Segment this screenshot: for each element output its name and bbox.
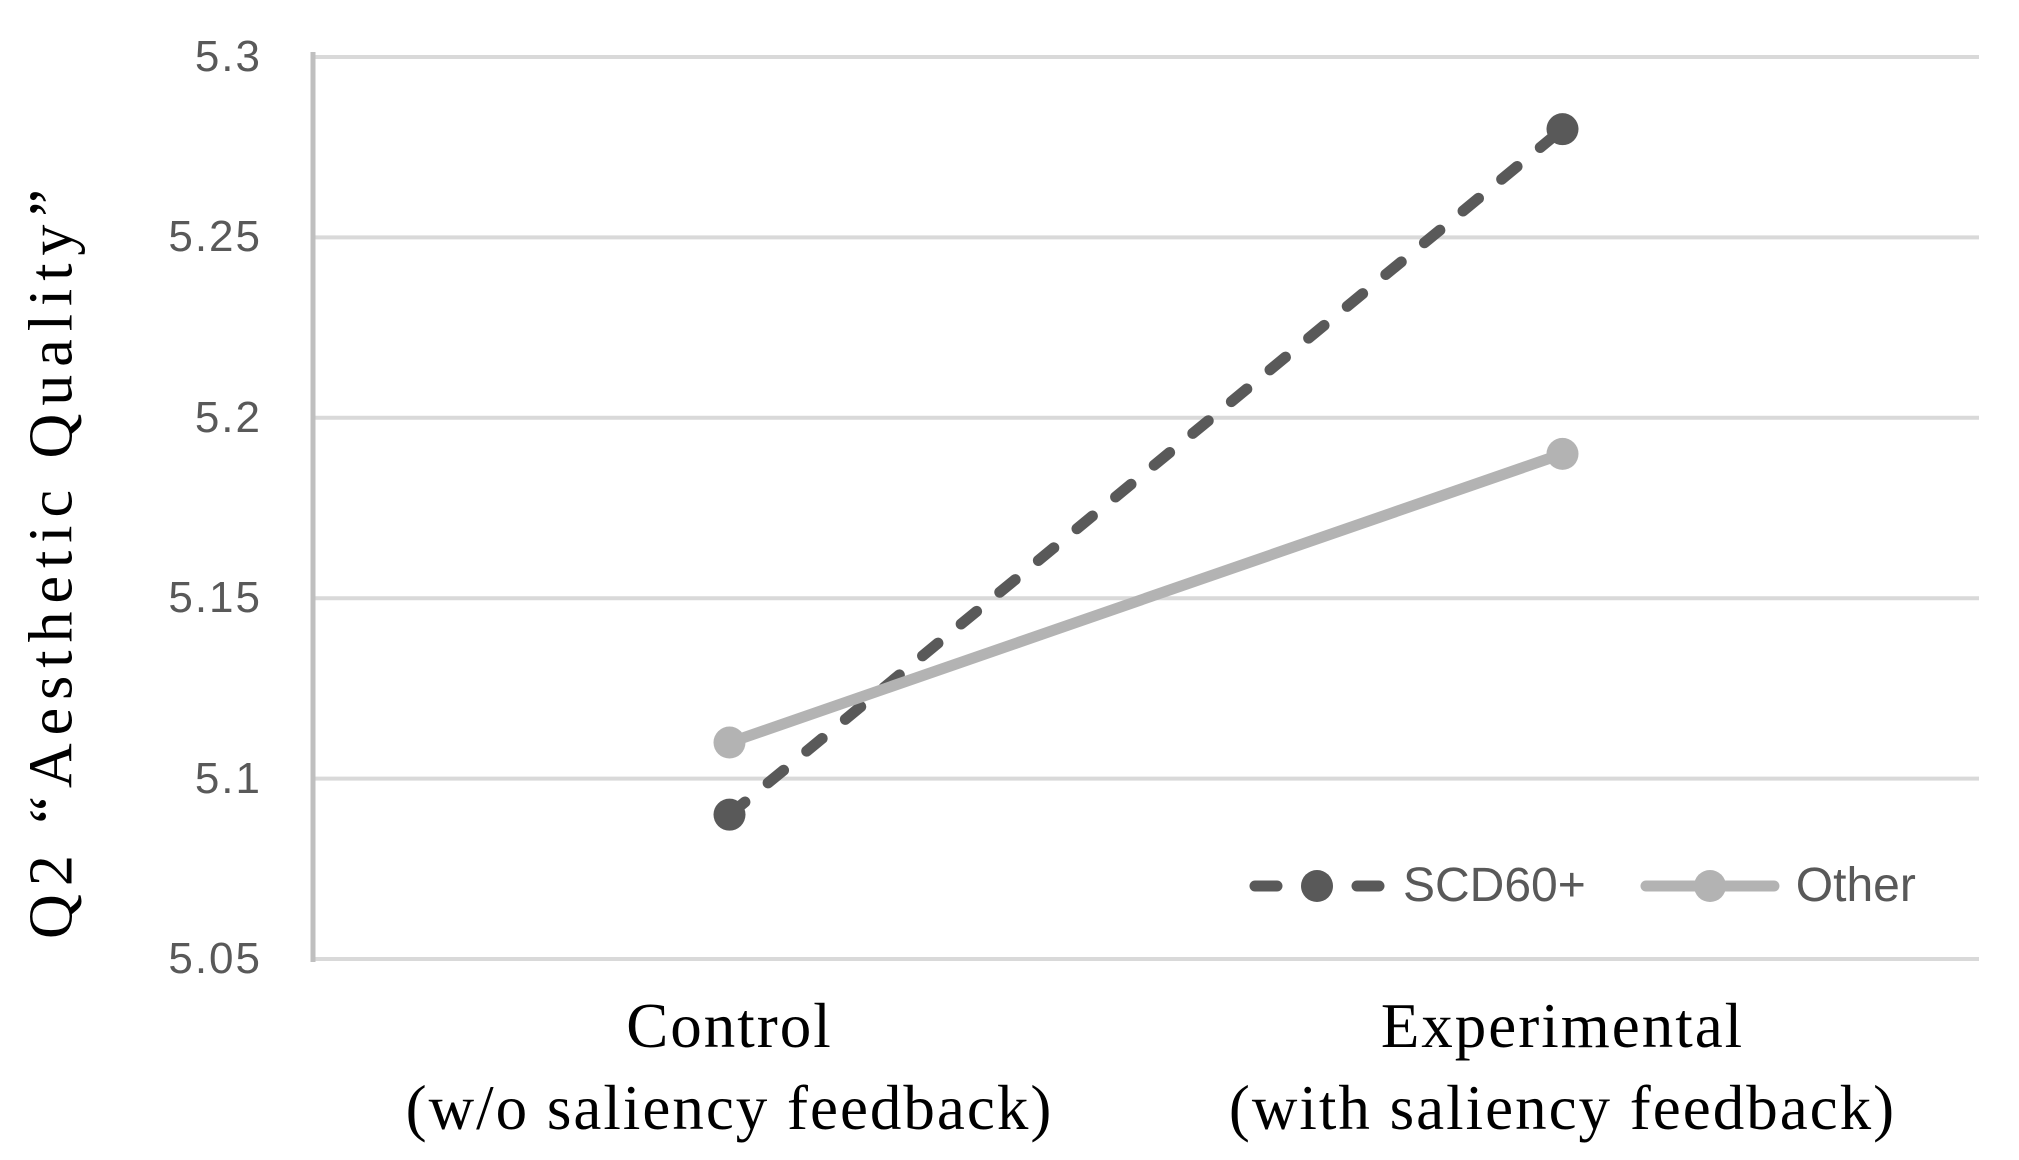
legend-label: SCD60+ [1403,859,1586,912]
x-category-label-line1: Control [626,991,833,1061]
y-tick-label: 5.05 [168,934,262,983]
data-point-Other [1546,437,1579,470]
legend: SCD60+ Other [1245,858,1916,913]
x-category-label-line2: (w/o saliency feedback) [405,1073,1054,1143]
series-line-Other [724,448,1568,749]
x-category-label-line2: (with saliency feedback) [1228,1073,1897,1143]
data-point-SCD60+ [713,798,746,831]
solid-line-marker-icon [1640,869,1780,902]
y-tick-label: 5.3 [194,32,262,81]
y-tick-label: 5.2 [194,392,262,442]
series-line-SCD60+ [724,123,1568,821]
y-tick-label: 5.25 [168,212,262,262]
y-axis-title: Q2 “Aesthetic Quality” [17,181,86,939]
y-tick-label: 5.15 [168,573,262,623]
y-tick-label: 5.1 [194,753,262,803]
legend-label: Other [1795,859,1916,912]
legend-item-scd60: SCD60+ [1245,858,1586,913]
x-category-label-experimental: Experimental (with saliency feedback) [1146,985,1979,1149]
data-point-SCD60+ [1546,113,1579,146]
legend-item-other: Other [1638,858,1916,913]
data-point-Other [713,726,746,759]
x-category-label-line1: Experimental [1380,991,1745,1061]
dashed-line-marker-icon [1249,869,1385,902]
x-category-label-control: Control (w/o saliency feedback) [313,985,1146,1149]
